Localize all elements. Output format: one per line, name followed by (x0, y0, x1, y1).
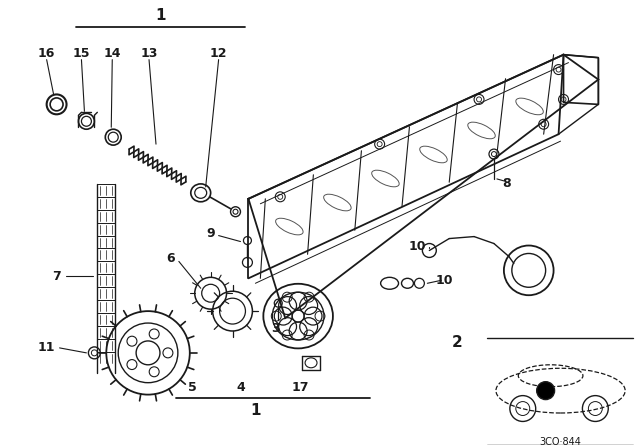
Text: 16: 16 (38, 47, 55, 60)
Text: 14: 14 (104, 47, 121, 60)
Text: 11: 11 (38, 341, 56, 354)
Text: 3: 3 (271, 322, 280, 335)
Text: 6: 6 (166, 252, 175, 265)
Text: 4: 4 (236, 381, 245, 394)
Text: 17: 17 (291, 381, 309, 394)
Text: 3CO·844: 3CO·844 (540, 437, 582, 448)
Text: 1: 1 (156, 9, 166, 23)
Text: 9: 9 (206, 227, 215, 240)
Text: 10: 10 (435, 274, 453, 287)
Text: 7: 7 (52, 270, 61, 283)
Text: 10: 10 (409, 240, 426, 253)
Text: 8: 8 (502, 177, 511, 190)
Text: 5: 5 (188, 381, 197, 394)
Text: 15: 15 (73, 47, 90, 60)
Text: 2: 2 (452, 336, 463, 350)
Text: 1: 1 (250, 403, 260, 418)
Text: 12: 12 (210, 47, 227, 60)
Text: 13: 13 (140, 47, 157, 60)
Circle shape (537, 382, 555, 400)
